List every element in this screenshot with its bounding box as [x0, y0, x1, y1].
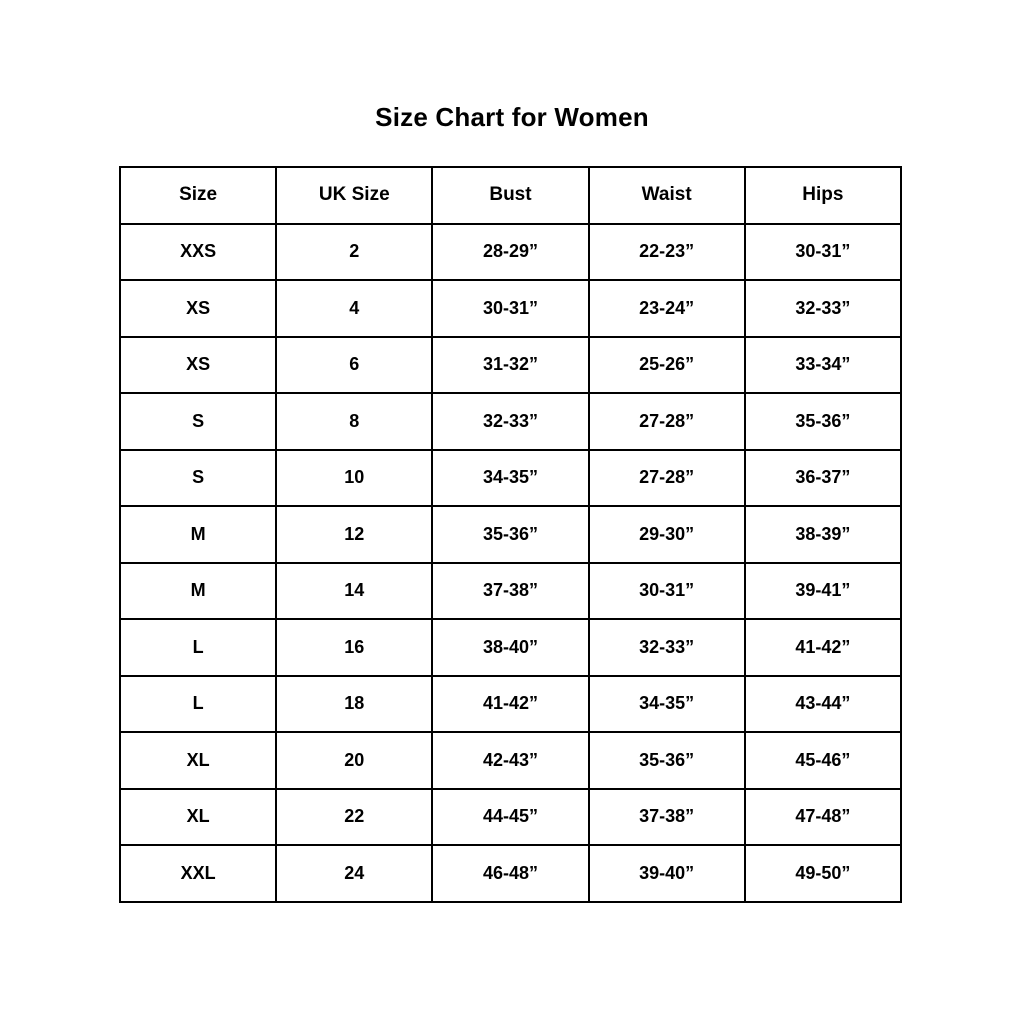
- table-row: S 8 32-33” 27-28” 35-36”: [118, 392, 902, 451]
- cell-waist: 27-28”: [587, 392, 746, 451]
- cell-bust: 46-48”: [431, 844, 590, 903]
- cell-hips: 35-36”: [743, 392, 902, 451]
- table-row: XXS 2 28-29” 22-23” 30-31”: [118, 222, 902, 281]
- cell-size: XXS: [118, 222, 278, 281]
- size-table-container: Size UK Size Bust Waist Hips XXS 2 28-29” 22-23…: [118, 166, 902, 903]
- cell-size: XXL: [118, 844, 278, 903]
- cell-hips: 32-33”: [743, 279, 902, 338]
- cell-waist: 22-23”: [587, 222, 746, 281]
- cell-uk-size: 20: [275, 731, 434, 790]
- cell-waist: 35-36”: [587, 731, 746, 790]
- cell-size: S: [118, 392, 278, 451]
- cell-waist: 23-24”: [587, 279, 746, 338]
- cell-bust: 32-33”: [431, 392, 590, 451]
- cell-uk-size: 24: [275, 844, 434, 903]
- cell-bust: 42-43”: [431, 731, 590, 790]
- table-row: S 10 34-35” 27-28” 36-37”: [118, 448, 902, 507]
- cell-bust: 31-32”: [431, 335, 590, 394]
- table-row: XL 20 42-43” 35-36” 45-46”: [118, 731, 902, 790]
- cell-waist: 34-35”: [587, 674, 746, 733]
- cell-uk-size: 18: [275, 674, 434, 733]
- cell-hips: 30-31”: [743, 222, 902, 281]
- cell-hips: 41-42”: [743, 618, 902, 677]
- cell-bust: 44-45”: [431, 787, 590, 846]
- cell-bust: 35-36”: [431, 505, 590, 564]
- cell-bust: 41-42”: [431, 674, 590, 733]
- cell-uk-size: 12: [275, 505, 434, 564]
- cell-waist: 39-40”: [587, 844, 746, 903]
- cell-size: XL: [118, 787, 278, 846]
- cell-hips: 38-39”: [743, 505, 902, 564]
- cell-bust: 34-35”: [431, 448, 590, 507]
- cell-bust: 37-38”: [431, 561, 590, 620]
- cell-waist: 27-28”: [587, 448, 746, 507]
- cell-size: M: [118, 561, 278, 620]
- cell-uk-size: 16: [275, 618, 434, 677]
- cell-size: L: [118, 674, 278, 733]
- cell-hips: 47-48”: [743, 787, 902, 846]
- cell-uk-size: 8: [275, 392, 434, 451]
- cell-size: L: [118, 618, 278, 677]
- column-header-uk-size: UK Size: [275, 166, 434, 225]
- cell-size: S: [118, 448, 278, 507]
- cell-hips: 49-50”: [743, 844, 902, 903]
- cell-waist: 30-31”: [587, 561, 746, 620]
- size-chart-table: Size UK Size Bust Waist Hips XXS 2 28-29” 22-23…: [118, 166, 902, 903]
- cell-bust: 28-29”: [431, 222, 590, 281]
- table-row: XS 6 31-32” 25-26” 33-34”: [118, 335, 902, 394]
- table-row: L 16 38-40” 32-33” 41-42”: [118, 618, 902, 677]
- cell-hips: 43-44”: [743, 674, 902, 733]
- table-row: XXL 24 46-48” 39-40” 49-50”: [118, 844, 902, 903]
- table-row: L 18 41-42” 34-35” 43-44”: [118, 674, 902, 733]
- cell-hips: 33-34”: [743, 335, 902, 394]
- cell-uk-size: 22: [275, 787, 434, 846]
- page-title: Size Chart for Women: [375, 102, 649, 132]
- cell-waist: 25-26”: [587, 335, 746, 394]
- table-row: XS 4 30-31” 23-24” 32-33”: [118, 279, 902, 338]
- cell-uk-size: 6: [275, 335, 434, 394]
- cell-bust: 38-40”: [431, 618, 590, 677]
- cell-waist: 37-38”: [587, 787, 746, 846]
- cell-uk-size: 10: [275, 448, 434, 507]
- column-header-bust: Bust: [431, 166, 590, 225]
- cell-uk-size: 14: [275, 561, 434, 620]
- cell-uk-size: 2: [275, 222, 434, 281]
- table-row: M 12 35-36” 29-30” 38-39”: [118, 505, 902, 564]
- cell-hips: 36-37”: [743, 448, 902, 507]
- cell-bust: 30-31”: [431, 279, 590, 338]
- cell-size: XS: [118, 279, 278, 338]
- table-body: XXS 2 28-29” 22-23” 30-31” XS 4 30-31” 23-24” 32-…: [118, 222, 902, 903]
- cell-size: XL: [118, 731, 278, 790]
- column-header-hips: Hips: [743, 166, 902, 225]
- cell-hips: 39-41”: [743, 561, 902, 620]
- cell-size: XS: [118, 335, 278, 394]
- column-header-size: Size: [118, 166, 278, 225]
- cell-hips: 45-46”: [743, 731, 902, 790]
- column-header-waist: Waist: [587, 166, 746, 225]
- cell-size: M: [118, 505, 278, 564]
- table-row: M 14 37-38” 30-31” 39-41”: [118, 561, 902, 620]
- table-header: Size UK Size Bust Waist Hips: [118, 166, 902, 225]
- table-header-row: Size UK Size Bust Waist Hips: [118, 166, 902, 225]
- cell-uk-size: 4: [275, 279, 434, 338]
- cell-waist: 29-30”: [587, 505, 746, 564]
- table-row: XL 22 44-45” 37-38” 47-48”: [118, 787, 902, 846]
- cell-waist: 32-33”: [587, 618, 746, 677]
